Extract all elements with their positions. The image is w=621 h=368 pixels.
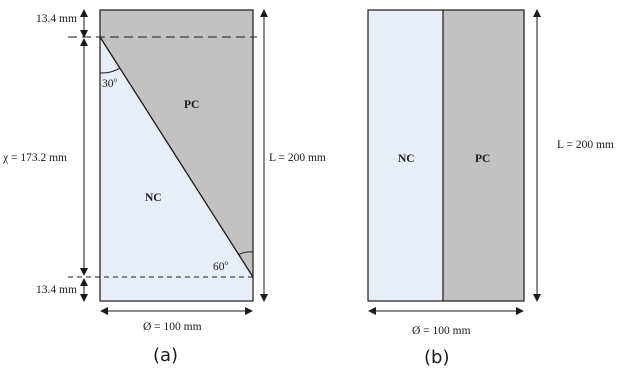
pc-region-a [100, 10, 253, 277]
caption-a: (a) [153, 345, 178, 366]
length-label-b: L = 200 mm [557, 139, 614, 151]
angle-top-label: 30o [102, 76, 118, 90]
figure-b: L = 200 mm Ø = 100 mm NC PC (b) [367, 9, 614, 368]
top-cover-label: 13.4 mm [36, 13, 77, 25]
figure-a: 13.4 mm χ = 173.2 mm 13.4 mm L = 200 mm … [2, 9, 326, 366]
nc-region-b [368, 10, 443, 301]
nc-label-a: NC [145, 192, 162, 204]
angle-bottom-label: 60o [213, 259, 229, 273]
diameter-label-b: Ø = 100 mm [412, 325, 471, 337]
length-label-a: L = 200 mm [269, 152, 326, 164]
chi-label: χ = 173.2 mm [2, 152, 67, 164]
pc-label-b: PC [475, 153, 490, 165]
interface-line-a [99, 36, 254, 278]
caption-b: (b) [424, 347, 449, 368]
diameter-label-a: Ø = 100 mm [143, 321, 202, 333]
nc-label-b: NC [398, 153, 415, 165]
specimen-outline-a [99, 9, 254, 302]
bottom-cover-label: 13.4 mm [36, 284, 77, 296]
specimen-outline-b [367, 9, 525, 302]
angle-arc-bottom [238, 251, 254, 256]
pc-label-a: PC [184, 99, 199, 111]
pc-region-b [443, 10, 524, 301]
angle-arc-top [99, 67, 120, 74]
